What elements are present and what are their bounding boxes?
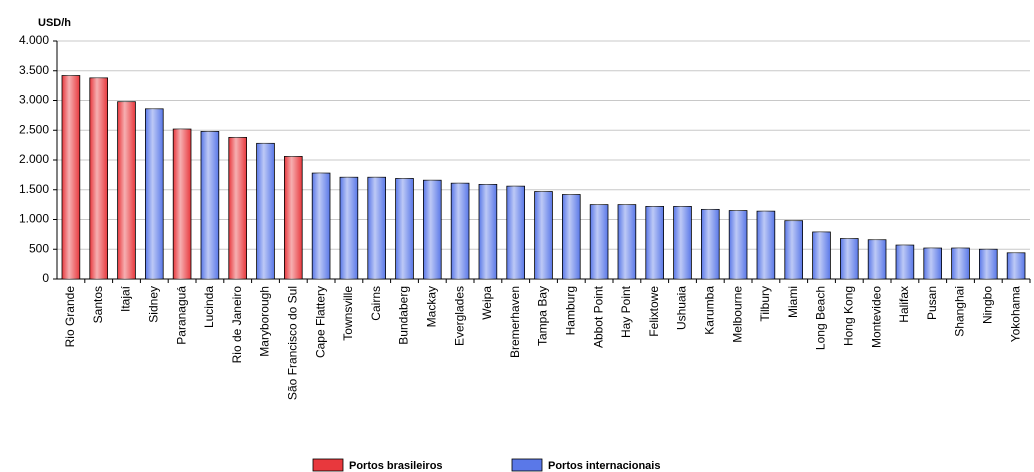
x-tick-label: Shanghai	[953, 286, 967, 337]
bar	[450, 182, 470, 280]
bar	[395, 178, 414, 280]
x-tick-label: Maryborough	[258, 286, 272, 357]
bar	[589, 204, 609, 280]
bar	[172, 128, 192, 280]
bar	[728, 210, 748, 280]
bar	[89, 77, 108, 280]
x-tick-label: Santos	[91, 286, 105, 323]
x-tick-label: São Francisco do Sul	[285, 286, 299, 400]
y-tick-label: 3.000	[19, 93, 49, 107]
x-tick-label: Pusan	[925, 286, 939, 320]
x-tick-label: Rio de Janeiro	[230, 286, 244, 364]
x-tick-label: Hamburg	[563, 286, 577, 335]
x-tick-label: Sidney	[146, 286, 160, 323]
bar	[645, 206, 664, 280]
bar	[61, 75, 81, 280]
bar	[534, 191, 553, 280]
bar	[562, 194, 581, 280]
bar	[756, 210, 776, 280]
x-tick-label: Lucinda	[202, 286, 216, 328]
x-tick-label: Hay Point	[619, 285, 633, 338]
bar	[617, 204, 637, 280]
bar	[117, 101, 136, 280]
x-tick-label: Weipa	[480, 286, 494, 320]
y-tick-label: 1.000	[19, 212, 49, 226]
bar	[256, 142, 275, 280]
legend-label: Portos internacionais	[548, 460, 660, 472]
bar	[867, 239, 887, 280]
bar	[784, 220, 803, 280]
bar	[339, 176, 359, 280]
y-tick-label: 1.500	[19, 182, 49, 196]
bar	[923, 247, 942, 280]
bar	[284, 156, 303, 280]
x-tick-label: Tilbury	[758, 286, 772, 322]
x-tick-label: Halifax	[897, 286, 911, 323]
bar	[200, 131, 220, 280]
y-tick-label: 2.500	[19, 122, 49, 136]
x-tick-label: Montevideo	[869, 286, 883, 348]
bar	[895, 244, 915, 280]
bar	[979, 248, 998, 280]
y-tick-label: 2.000	[19, 152, 49, 166]
x-tick-label: Townsville	[341, 286, 355, 341]
bar	[840, 238, 859, 280]
x-tick-label: Bundaberg	[397, 286, 411, 345]
bar	[673, 206, 692, 280]
y-axis-label: USD/h	[38, 17, 71, 29]
x-tick-label: Rio Grande	[63, 286, 77, 348]
bar	[812, 231, 831, 280]
x-tick-label: Cairns	[369, 286, 383, 321]
x-tick-label: Itajaí	[119, 285, 133, 312]
x-tick-label: Melbourne	[730, 286, 744, 343]
legend-swatch	[511, 458, 543, 472]
x-tick-label: Hong Kong	[841, 286, 855, 346]
x-tick-label: Tampa Bay	[536, 286, 550, 346]
x-tick-label: Cape Flattery	[313, 286, 327, 358]
x-tick-label: Yokohama	[1008, 286, 1022, 343]
x-tick-label: Mackay	[424, 286, 438, 327]
bar	[311, 172, 331, 280]
y-tick-label: 3.500	[19, 63, 49, 77]
x-tick-label: Miami	[786, 286, 800, 318]
x-tick-label: Everglades	[452, 286, 466, 346]
x-tick-label: Paranaguá	[174, 286, 188, 345]
x-tick-label: Karumba	[702, 286, 716, 335]
bar	[423, 179, 442, 280]
bar	[367, 176, 386, 280]
bar	[145, 108, 164, 280]
x-tick-label: Long Beach	[814, 286, 828, 350]
x-tick-label: Ningbo	[980, 286, 994, 324]
legend-swatch	[312, 458, 344, 472]
legend-label: Portos brasileiros	[349, 460, 443, 472]
x-tick-label: Abbot Point	[591, 285, 605, 348]
bar	[701, 208, 720, 280]
y-tick-label: 4.000	[19, 33, 49, 47]
y-tick-label: 0	[42, 271, 49, 285]
x-tick-label: Bremerhaven	[508, 286, 522, 358]
bar	[478, 183, 498, 280]
bar	[1006, 252, 1026, 280]
y-tick-label: 500	[29, 241, 49, 255]
x-tick-label: Ushuaia	[675, 286, 689, 330]
bar	[951, 247, 970, 280]
bar	[228, 136, 247, 280]
x-tick-label: Felixtowe	[647, 286, 661, 337]
bar	[506, 185, 525, 280]
